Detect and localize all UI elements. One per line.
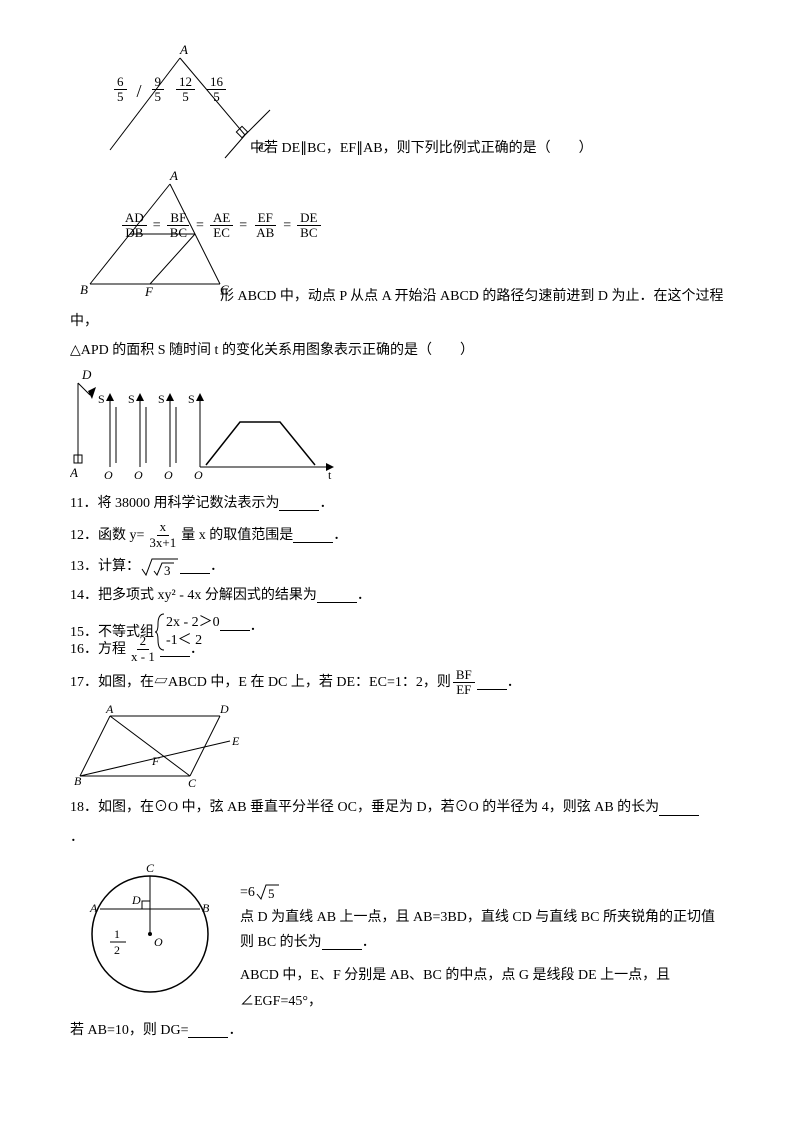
circle-svg: A B C D O 1 2 [70,854,240,1004]
svg-text:A: A [105,702,114,716]
q15-q16: 15． 不等式组 2x - 2＞0 -1＜ 2 ． 16． 方程 2x - 1 … [70,612,740,664]
q17-blank [477,675,507,690]
svg-text:A: A [89,901,98,915]
q17: 17． 如图，在▱ABCD 中，E 在 DC 上，若 DE：EC=1：2，则 B… [70,668,740,698]
frac-EF-AB: EFAB [253,211,277,241]
svg-text:A: A [169,168,178,183]
svg-text:5: 5 [268,886,275,901]
q20-b: 若 AB=10，则 DG= [70,1018,188,1043]
q14-text: 把多项式 xy² - 4x 分解因式的结果为 [98,583,317,608]
q13-sqrt: 3 [140,555,180,579]
svg-text:E: E [231,734,240,748]
svg-text:O: O [104,468,113,482]
svg-text:D: D [131,893,141,907]
q16-num: 16． [70,637,98,662]
q12-text-b: 量 x 的取值范围是 [181,523,293,548]
figure-q9-bottom: A B F C ADDB = BFBC = AEEC = EFAB = DEBC [70,166,740,296]
q16-text: 方程 [98,637,126,662]
q12-frac: x3x+1 [146,520,179,550]
svg-text:S: S [128,392,135,406]
q19-a: =6 [240,880,255,905]
svg-text:S: S [98,392,105,406]
q13-text: 计算： [98,554,140,579]
q14-blank [317,588,357,603]
q11-blank [279,496,319,511]
q14-num: 14． [70,583,98,608]
svg-text:1: 1 [114,927,120,941]
svg-text:O: O [164,468,173,482]
q12-num: 12． [70,523,98,548]
frac-6-5: 65 [114,75,127,107]
q19-c: 则 BC 的长为 [240,930,322,955]
q18-num: 18． [70,795,98,820]
svg-text:2: 2 [114,943,120,957]
svg-text:B: B [202,901,210,915]
q9-pre: 中若 DE∥BC，EF∥AB，则下列比例式正确的是（ [250,136,551,161]
q10-text: 形 ABCD 中，动点 P 从点 A 开始沿 ABCD 的路径匀速前进到 D 为… [70,284,740,334]
q19-b: 点 D 为直线 AB 上一点，且 AB=3BD，直线 CD 与直线 BC 所夹锐… [240,905,715,930]
q14: 14． 把多项式 xy² - 4x 分解因式的结果为 ． [70,583,740,608]
q19-blank [322,935,362,950]
svg-text:O: O [154,935,163,949]
figure-q18-q19-q20: A B C D O 1 2 =6 5 点 D 为直线 AB 上一点，且 AB=3… [70,854,740,1014]
frac-AD-DB: ADDB [122,211,147,241]
q10-p1: 形 ABCD 中，动点 P 从点 A 开始沿 ABCD 的路径匀速前进到 D 为… [70,289,724,329]
frac-16-5: 165 [207,75,226,107]
q10-text2: △APD 的面积 S 随时间 t 的变化关系用图象表示正确的是（ ） [70,338,740,363]
frac-9-5: 95 [152,75,165,107]
svg-text:C: C [146,861,155,875]
svg-text:3: 3 [164,563,171,578]
svg-text:t: t [328,468,332,482]
svg-text:D: D [219,702,229,716]
q10-p3: ） [460,338,474,363]
q17-frac: BFEF [453,668,475,698]
svg-text:O: O [134,468,143,482]
frac-BF-BC: BFBC [167,211,190,241]
q13-blank [180,559,210,574]
svg-text:D: D [81,367,92,382]
q12: 12． 函数 y= x3x+1 量 x 的取值范围是 ． [70,520,740,550]
svg-text:F: F [151,754,160,768]
q18-tail: ． [70,825,740,850]
q20-line2: 若 AB=10，则 DG= ． [70,1018,740,1043]
svg-text:A: A [70,465,78,480]
frac-12-5: 125 [176,75,195,107]
q20-a: ABCD 中，E、F 分别是 AB、BC 的中点，点 G 是线段 DE 上一点，… [240,963,740,1013]
svg-text:C: C [188,776,197,790]
q19-sqrt: 5 [255,882,281,902]
frac-DE-BC: DEBC [297,211,320,241]
q9-text: 中若 DE∥BC，EF∥AB，则下列比例式正确的是（ ） [250,136,740,161]
q16-frac: 2x - 1 [128,634,158,664]
q12-blank [293,528,333,543]
q18-blank [659,801,699,816]
q18-text: 如图，在⊙O 中，弦 AB 垂直平分半径 OC，垂足为 D，若⊙O 的半径为 4… [98,795,659,820]
q10-p2: △APD 的面积 S 随时间 t 的变化关系用图象表示正确的是（ [70,338,432,363]
q9-post: ） [579,136,593,161]
q12-text-a: 函数 y= [98,523,144,548]
q9-blank [551,136,579,161]
svg-text:O: O [194,468,203,482]
figure-q17: A D E B C F [70,701,740,791]
q17-num: 17． [70,670,98,695]
fig-a-label-A: A [179,42,188,57]
q20-blank [188,1023,228,1038]
svg-text:B: B [74,774,82,788]
q15-sys1: 2x - 2＞0 [166,614,220,632]
q11-num: 11． [70,491,97,516]
q18: 18． 如图，在⊙O 中，弦 AB 垂直平分半径 OC，垂足为 D，若⊙O 的半… [70,795,740,820]
figure-q10-graphs: D A S O S O [70,367,740,487]
q13-num: 13． [70,554,98,579]
svg-text:S: S [188,392,195,406]
q11: 11． 将 38000 用科学记数法表示为 ． [70,491,740,516]
q11-text: 将 38000 用科学记数法表示为 [97,491,279,516]
svg-text:S: S [158,392,165,406]
frac-AE-EC: AEEC [210,211,233,241]
q13: 13． 计算： 3 ． [70,554,740,579]
q17-text: 如图，在▱ABCD 中，E 在 DC 上，若 DE：EC=1：2，则 [98,670,451,695]
